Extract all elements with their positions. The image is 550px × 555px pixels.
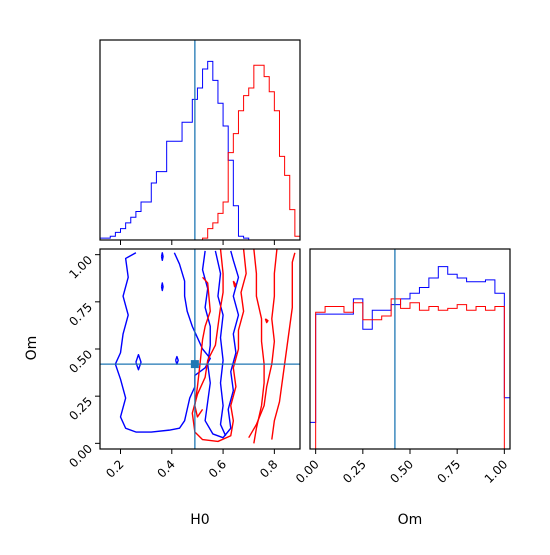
contour-series-b-0 (191, 249, 247, 443)
contour-lines (114, 249, 296, 444)
contour-series-b-4 (271, 252, 296, 440)
tick-label-om-x-4: 1.00 (482, 457, 511, 486)
contour-series-a-6 (174, 355, 179, 365)
x-axis-label-om: Om (398, 512, 423, 528)
y-axis-label-om: Om (24, 336, 40, 361)
tick-label-om-x-1: 0.25 (340, 457, 369, 486)
tick-label-om-y-2: 0.50 (66, 347, 95, 376)
tick-label-om-x-3: 0.75 (434, 457, 463, 486)
tick-label-om-x-2: 0.50 (387, 457, 416, 486)
tick-label-h0-3: 0.8 (257, 457, 280, 480)
contour-series-b-2 (253, 249, 265, 444)
contour-series-b-3 (248, 249, 278, 439)
tick-label-om-y-3: 0.75 (66, 300, 95, 329)
contour-series-a-4 (160, 282, 164, 292)
histogram-h0-series-b (100, 64, 301, 241)
histogram-om-series-b (310, 298, 510, 450)
contour-series-a-5 (160, 252, 164, 262)
x-axis-label-h0: H0 (190, 512, 209, 528)
contour-series-a-1 (201, 250, 240, 439)
contour-series-a-2 (214, 250, 227, 437)
contour-series-b-6 (264, 318, 269, 324)
tick-label-om-y-0: 0.00 (66, 442, 95, 471)
panel-contour-h0-om: 0.2 0.4 0.6 0.8 0.00 0.25 0.50 0.75 1.00 (66, 248, 301, 481)
histogram-om-series-a (309, 266, 511, 449)
tick-label-om-y-4: 1.00 (66, 253, 95, 282)
contour-series-b-5 (232, 280, 237, 288)
tick-label-h0-0: 0.2 (103, 457, 126, 480)
contour-series-a-3 (135, 353, 142, 371)
tick-label-om-x-0: 0.00 (293, 457, 322, 486)
panel-histogram-om: 0.00 0.25 0.50 0.75 1.00 (293, 248, 511, 486)
frame-contour (99, 248, 301, 450)
contour-series-a-0 (114, 252, 211, 433)
tick-label-h0-1: 0.4 (155, 457, 178, 480)
frame-histogram-om (309, 248, 511, 450)
truth-marker (190, 360, 199, 369)
contour-series-b-1 (194, 276, 211, 418)
tick-label-om-y-1: 0.25 (66, 394, 95, 423)
tick-label-h0-2: 0.6 (206, 457, 229, 480)
panel-histogram-h0 (99, 39, 301, 245)
histogram-h0-series-a (99, 60, 300, 241)
frame-histogram-h0 (99, 39, 301, 241)
